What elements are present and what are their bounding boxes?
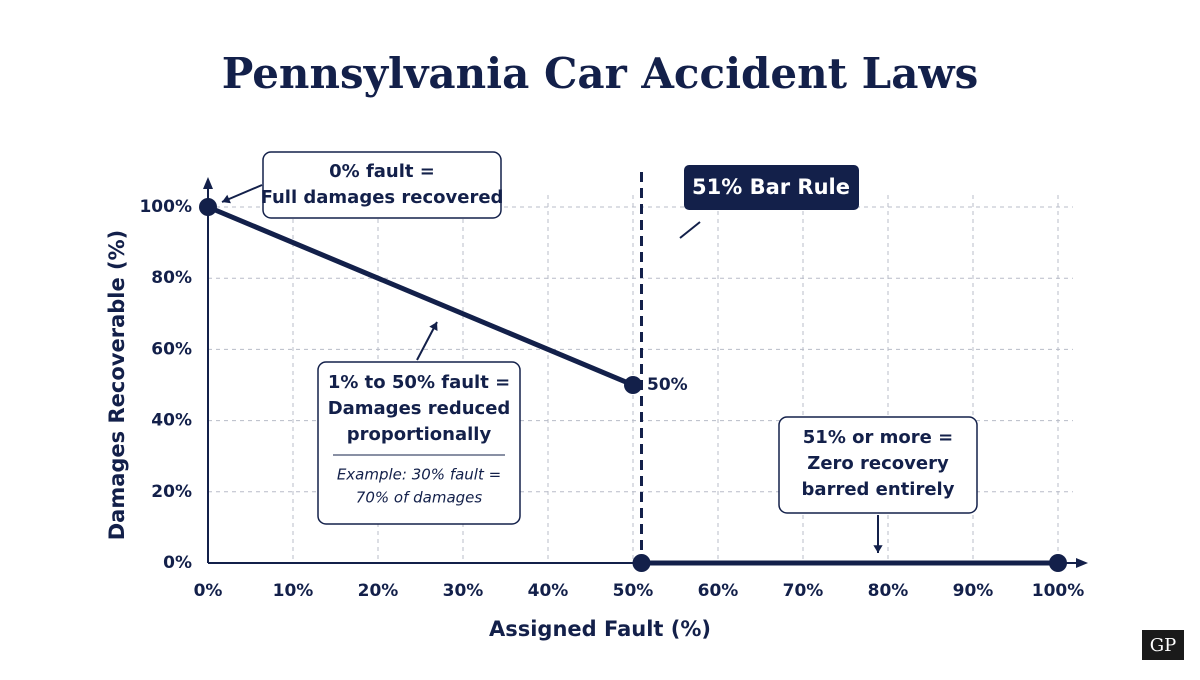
annotation-text: barred entirely bbox=[802, 479, 955, 500]
x-tick-label: 70% bbox=[783, 581, 824, 601]
annotation-box bbox=[262, 151, 502, 219]
annotation-text: 51% or more = bbox=[803, 427, 953, 448]
point bbox=[199, 198, 217, 216]
x-tick-label: 90% bbox=[953, 581, 994, 601]
y-tick-label: 60% bbox=[151, 339, 192, 359]
y-tick-label: 0% bbox=[163, 553, 192, 573]
annotation-box bbox=[317, 361, 521, 525]
y-axis-label: Damages Recoverable (%) bbox=[105, 230, 129, 541]
annotation-text: Full damages recovered bbox=[261, 187, 504, 208]
x-tick-label: 40% bbox=[528, 581, 569, 601]
y-tick-label: 40% bbox=[151, 411, 192, 431]
annotation-arrowhead bbox=[429, 322, 438, 331]
x-axis-label: Assigned Fault (%) bbox=[489, 617, 711, 641]
data-label: 50% bbox=[647, 375, 688, 395]
x-tick-label: 80% bbox=[868, 581, 909, 601]
annotation-arrowhead bbox=[222, 194, 231, 204]
threshold-label: 51% Bar Rule bbox=[692, 175, 850, 199]
watermark: GP bbox=[1150, 635, 1177, 656]
y-tick-label: 100% bbox=[139, 197, 192, 217]
y-axis-arrow bbox=[203, 177, 213, 189]
y-tick-label: 80% bbox=[151, 268, 192, 288]
annotation-example: 70% of damages bbox=[356, 489, 483, 507]
x-tick-label: 60% bbox=[698, 581, 739, 601]
x-tick-label: 20% bbox=[358, 581, 399, 601]
point bbox=[624, 376, 642, 394]
x-tick-label: 100% bbox=[1032, 581, 1085, 601]
annotation-arrowhead bbox=[873, 545, 883, 553]
x-axis-arrow bbox=[1076, 558, 1088, 568]
annotation-example: Example: 30% fault = bbox=[337, 466, 501, 484]
watermark-box bbox=[1142, 630, 1184, 660]
threshold-label-box bbox=[684, 165, 859, 210]
point bbox=[632, 554, 651, 572]
line bbox=[207, 204, 634, 388]
annotation-text: Zero recovery bbox=[807, 453, 949, 474]
x-tick-label: 10% bbox=[273, 581, 314, 601]
point bbox=[1049, 554, 1067, 572]
annotation-text: Damages reduced bbox=[328, 398, 511, 419]
annotation-box bbox=[778, 416, 978, 514]
annotation-arrow bbox=[679, 221, 701, 239]
annotation-text: 0% fault = bbox=[329, 161, 435, 182]
x-tick-label: 30% bbox=[443, 581, 484, 601]
x-tick-label: 50% bbox=[613, 581, 654, 601]
annotation-text: 1% to 50% fault = bbox=[328, 372, 510, 393]
chart-title: Pennsylvania Car Accident Laws bbox=[222, 49, 978, 98]
annotation-text: proportionally bbox=[347, 424, 492, 445]
x-tick-label: 0% bbox=[194, 581, 223, 601]
y-tick-label: 20% bbox=[151, 482, 192, 502]
